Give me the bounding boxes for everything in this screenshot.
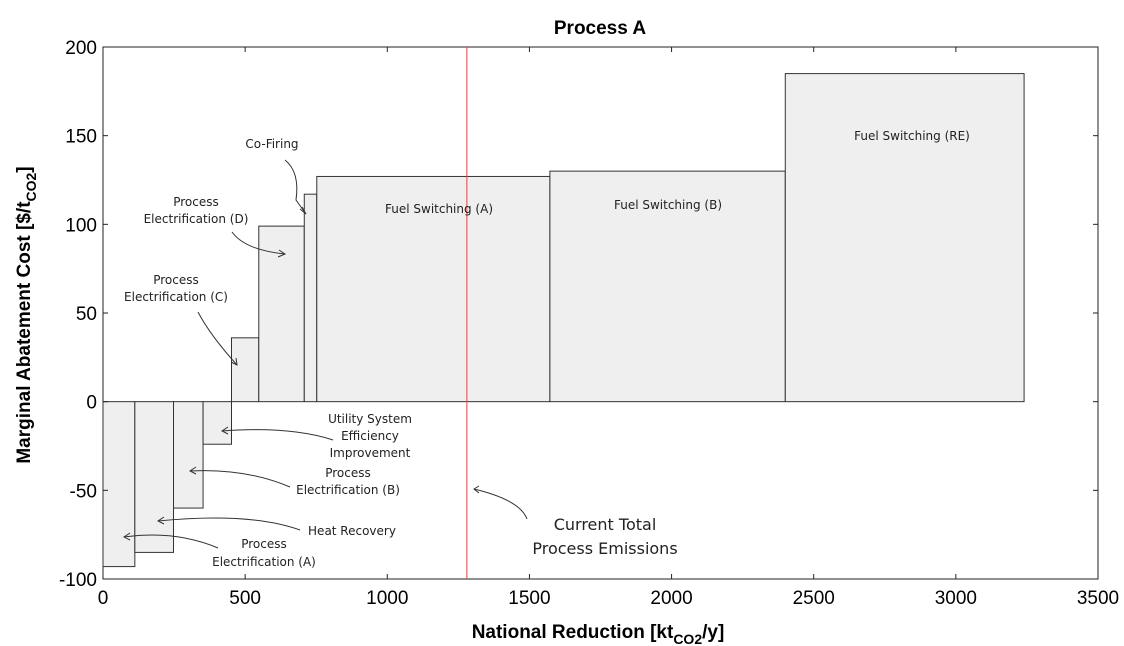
y-tick-label: 200 [65,38,97,59]
x-tick-label: 3000 [935,588,977,609]
x-tick-label: 2000 [650,588,692,609]
bar-heat-recovery [134,401,175,553]
bar-fuel-switching-b [549,170,786,403]
arrow-heat-recovery [157,517,301,531]
y-axis-label: Marginal Abatement Cost [$/tCO2] [14,166,39,463]
label-pe-c-line1: Process [153,273,199,287]
bar-process-electrification-c [230,337,260,403]
bar-co-firing [303,193,318,403]
arrow-pe-c [197,311,238,366]
bar-process-electrification-d [258,225,305,403]
arrow-pe-b [189,470,291,488]
bar-fuel-switching-re [784,73,1025,403]
label-co-firing: Co-Firing [245,137,298,151]
y-tick-label: 150 [65,127,97,148]
label-use-line3: Improvement [330,446,411,460]
bars-group [102,73,1025,568]
arrow-co-firing [284,159,307,215]
x-tick-label: 1500 [508,588,550,609]
label-pe-d-line2: Electrification (D) [144,212,249,226]
y-tick-label: 50 [76,304,97,325]
arrowhead-pe-b [189,466,197,475]
label-pe-c-line2: Electrification (C) [124,290,228,304]
bar-process-electrification-b [173,401,204,509]
x-tick-label: 1000 [366,588,408,609]
x-axis-label: National Reduction [ktCO2/y] [472,622,725,646]
arrowhead-co-firing [299,206,307,215]
label-use-line2: Efficiency [341,429,399,443]
label-pe-b-line1: Process [325,466,371,480]
ticks-group: 0 500 1000 1500 2000 2500 3000 3500 -100 -50 0 50 10… [59,38,1119,609]
chart-title: Process A [554,18,647,39]
arrowhead-use [221,426,229,435]
arrow-current-emissions [473,488,528,520]
arrow-pe-a [123,534,219,549]
bar-utility-system-efficiency-improvement [202,401,232,445]
arrowhead-pe-c [230,357,238,366]
label-fuel-switching-b: Fuel Switching (B) [614,198,722,212]
label-use-line1: Utility System [328,412,412,426]
x-tick-label: 500 [229,588,261,609]
label-pe-d-line1: Process [173,195,219,209]
label-pe-a-line2: Electrification (A) [212,555,316,569]
x-tick-label: 2500 [793,588,835,609]
label-fuel-switching-re: Fuel Switching (RE) [854,129,970,143]
label-current-emissions-line2: Process Emissions [532,539,677,558]
bar-process-electrification-a [102,401,136,568]
arrowhead-heat-recovery [157,516,165,525]
x-tick-label: 3500 [1077,588,1119,609]
y-tick-label: 0 [86,393,97,414]
y-tick-label: -100 [59,570,97,591]
arrowhead-pe-a [123,532,131,541]
label-pe-a-line1: Process [241,537,287,551]
x-tick-label: 0 [98,588,109,609]
y-tick-label: 100 [65,215,97,236]
label-heat-recovery: Heat Recovery [308,524,396,538]
label-pe-b-line2: Electrification (B) [296,483,400,497]
y-tick-label: -50 [70,481,97,502]
arrowhead-pe-d [277,249,287,258]
arrow-use [221,429,334,441]
label-current-emissions-line1: Current Total [554,515,657,534]
arrow-pe-d [231,231,286,255]
arrowhead-current-emissions [473,485,480,494]
bar-fuel-switching-a [316,175,551,403]
label-fuel-switching-a: Fuel Switching (A) [385,202,493,216]
